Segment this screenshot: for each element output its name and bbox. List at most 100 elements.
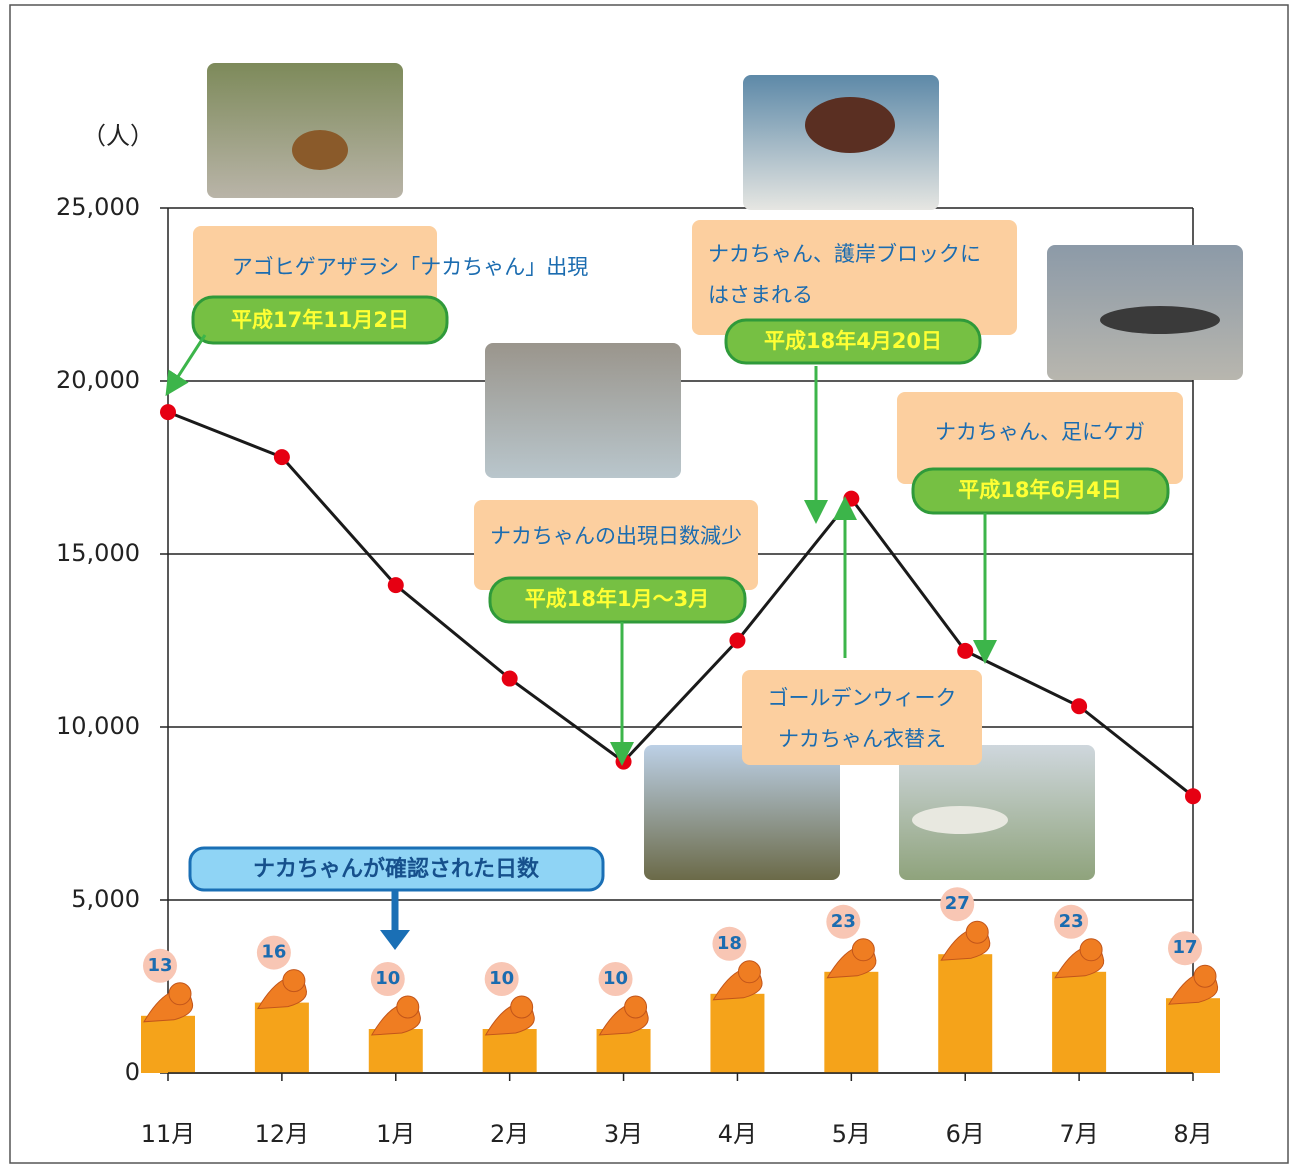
count-badge <box>712 926 747 961</box>
point <box>1071 698 1088 715</box>
point <box>501 670 518 687</box>
annotation-date: 平成18年4月20日 <box>764 329 942 353</box>
day-count-label: 13 <box>147 955 172 976</box>
photo <box>485 343 681 478</box>
day-count-label: 23 <box>1059 911 1084 932</box>
photo-seal <box>292 130 348 170</box>
date-pill <box>724 318 982 365</box>
day-bar <box>1166 998 1220 1073</box>
photo-seal <box>1100 306 1220 334</box>
y-tick-label: 15,000 <box>56 539 140 567</box>
annotation-text: はさまれる <box>708 283 813 307</box>
photo <box>207 63 403 198</box>
photo-seal <box>805 97 895 153</box>
y-tick-label: 25,000 <box>56 193 140 221</box>
seal-head <box>282 969 306 993</box>
photo-seal <box>912 806 1008 834</box>
annotation: ナカちゃん、護岸ブロックに はさまれる 平成18年4月20日 <box>692 220 1017 524</box>
point <box>160 404 176 421</box>
day-count-label: 16 <box>261 942 286 963</box>
day-bar <box>482 1029 537 1073</box>
count-badge <box>143 948 177 983</box>
date-pill <box>488 576 747 624</box>
count-badge <box>484 962 519 996</box>
arrow-head <box>380 930 410 950</box>
seal-head <box>168 982 192 1006</box>
seal-head <box>851 938 875 962</box>
x-tick-label: 5月 <box>832 1120 871 1148</box>
day-bar <box>710 993 765 1073</box>
seal-head <box>624 995 648 1019</box>
annotation-text: ナカちゃん、護岸ブロックに <box>708 242 981 266</box>
annotation-text: ナカちゃんの出現日数減少 <box>490 524 742 548</box>
point <box>843 490 860 507</box>
x-tick-label: 6月 <box>946 1120 985 1148</box>
annotation-date: 平成18年1月～3月 <box>525 587 709 611</box>
day-count-label: 27 <box>945 893 970 914</box>
day-bar <box>824 971 879 1073</box>
seal-head <box>1193 964 1217 988</box>
day-count-label: 17 <box>1172 937 1197 958</box>
seal-head <box>510 995 534 1019</box>
count-badge <box>256 935 291 970</box>
arrow <box>165 334 207 397</box>
days-label: ナカちゃんが確認された日数 <box>188 846 605 950</box>
day-bars: 13 11月 16 12月 10 1月 10 2月 10 3月 18 4月 23 5月 27 6月 23 7月 17… <box>141 887 1220 1148</box>
annotation: ナカちゃん、足にケガ 平成18年6月4日 <box>897 392 1183 664</box>
date-pill <box>191 295 449 345</box>
x-tick-label: 3月 <box>604 1120 643 1148</box>
y-tick-label: 0 <box>125 1058 140 1086</box>
x-tick-label: 11月 <box>141 1120 196 1148</box>
day-bar <box>141 1015 195 1073</box>
day-bar <box>1052 971 1107 1073</box>
frame <box>9 4 1289 1164</box>
day-bar <box>938 954 993 1073</box>
day-count-label: 10 <box>489 968 514 989</box>
annotation-box <box>193 226 437 311</box>
day-count-label: 23 <box>831 911 856 932</box>
x-tick-label: 7月 <box>1059 1120 1098 1148</box>
visitor-line <box>167 410 1194 798</box>
x-tick-label: 8月 <box>1173 1120 1212 1148</box>
annotation: ゴールデンウィーク ナカちゃん衣替え <box>742 496 982 765</box>
count-badge <box>598 962 633 996</box>
seal-head <box>1079 938 1103 962</box>
count-badge <box>370 962 405 996</box>
annotation-date: 平成18年6月4日 <box>958 478 1121 502</box>
day-bar <box>596 1029 651 1073</box>
point <box>387 577 404 594</box>
seal-head <box>396 995 420 1019</box>
point <box>273 449 290 466</box>
day-bar <box>368 1029 423 1073</box>
day-count-label: 18 <box>717 933 742 954</box>
x-tick-label: 1月 <box>376 1120 415 1148</box>
annotation-text: ナカちゃん衣替え <box>778 727 946 751</box>
count-badge <box>1168 931 1202 966</box>
point <box>1185 788 1201 805</box>
annotation: アゴヒゲアザラシ「ナカちゃん」出現 平成17年11月2日 <box>165 226 589 397</box>
day-count-label: 10 <box>603 968 628 989</box>
annotation: ナカちゃんの出現日数減少 平成18年1月～3月 <box>474 500 758 766</box>
annotation-box <box>692 220 1017 335</box>
x-tick-label: 12月 <box>255 1120 310 1148</box>
seal-head <box>737 960 761 984</box>
day-count-label: 10 <box>375 968 400 989</box>
days-label-text: ナカちゃんが確認された日数 <box>253 856 540 882</box>
y-tick-label: 5,000 <box>71 885 140 913</box>
y-tick-label: 20,000 <box>56 366 140 394</box>
photo <box>644 745 840 880</box>
photos <box>207 63 1243 880</box>
grid: 0 5,000 10,000 15,000 20,000 25,000 <box>56 193 1193 1086</box>
annotation-text: ナカちゃん、足にケガ <box>935 420 1145 444</box>
count-badge <box>1054 904 1089 939</box>
count-badge <box>826 904 861 939</box>
annotation-box <box>742 670 982 765</box>
x-tick-label: 2月 <box>490 1120 529 1148</box>
y-tick-label: 10,000 <box>56 712 140 740</box>
seal-head <box>965 920 989 944</box>
count-badge <box>940 887 975 922</box>
point <box>615 753 632 770</box>
annotation-text: アゴヒゲアザラシ「ナカちゃん」出現 <box>232 255 589 279</box>
point <box>957 642 974 659</box>
